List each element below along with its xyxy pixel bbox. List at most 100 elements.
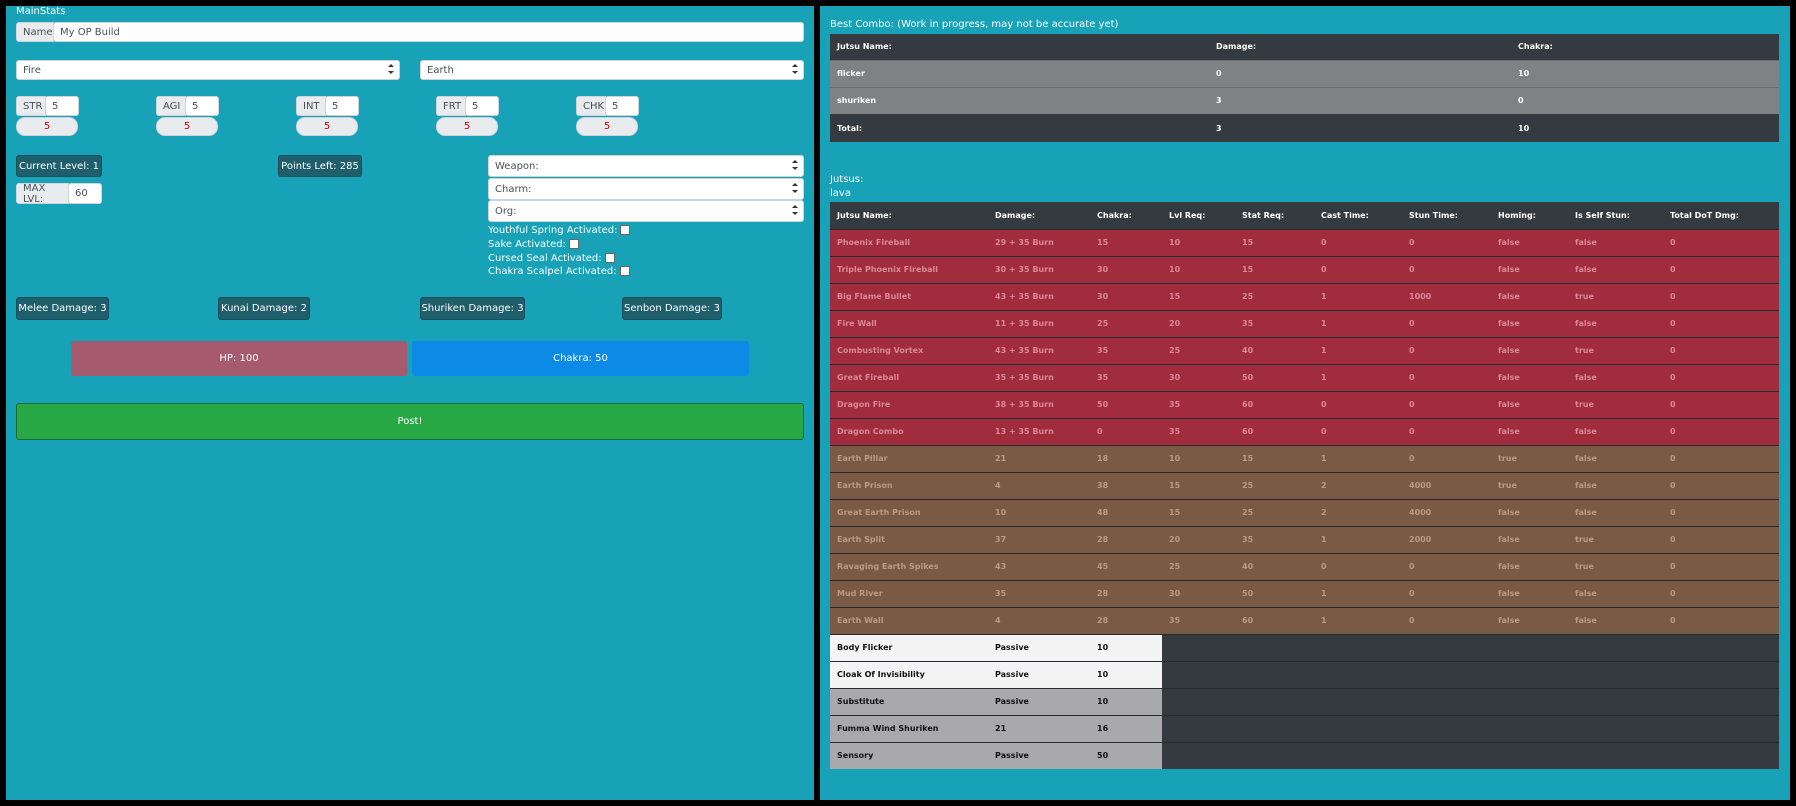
jutsu-cell: false <box>1568 229 1663 256</box>
jutsu-row: Fire Wall 11 + 35 Burn 25 20 35 1 0 false false 0 <box>830 310 1779 337</box>
jutsu-cell: Earth Pillar <box>830 445 988 472</box>
header-cell: Homing: <box>1498 210 1536 220</box>
jutsu-cell: 37 <box>988 526 1090 553</box>
damage-badge: Melee Damage: 3 <box>16 297 109 320</box>
jutsu-row: Body Flicker Passive 10 <box>830 634 1779 661</box>
jutsu-cell: 35 <box>1235 526 1314 553</box>
checkbox-row: Sake Activated: <box>488 238 579 250</box>
jutsu-cell: 25 <box>1235 472 1314 499</box>
current-level: Current Level: 1 <box>16 155 102 177</box>
jutsu-cell: Passive <box>988 688 1090 715</box>
checkbox[interactable] <box>604 253 615 263</box>
jutsu-cell: 10 <box>1162 256 1235 283</box>
jutsu-row: Triple Phoenix Fireball 30 + 35 Burn 30 10 1… <box>830 256 1779 283</box>
jutsu-cell: 1 <box>1314 310 1402 337</box>
jutsu-cell: 10 <box>988 499 1090 526</box>
jutsu-cell: 1 <box>1314 337 1402 364</box>
jutsu-cell: 35 <box>1090 337 1162 364</box>
jutsu-cell: 50 <box>1235 364 1314 391</box>
post-button[interactable]: Post! <box>16 403 804 440</box>
jutsu-cell: false <box>1568 364 1663 391</box>
jutsu-cell: true <box>1568 553 1663 580</box>
jutsu-cell: 60 <box>1235 607 1314 634</box>
jutsu-cell: false <box>1491 256 1568 283</box>
jutsu-cell: 15 <box>1090 229 1162 256</box>
name-input[interactable]: My OP Build <box>53 22 804 42</box>
header-cell: Chakra: <box>1097 210 1132 220</box>
jutsu-cell: 0 <box>1663 472 1779 499</box>
jutsu-cell: Substitute <box>830 688 988 715</box>
jutsu-cell: 30 <box>1090 283 1162 310</box>
jutsu-cell: false <box>1491 526 1568 553</box>
jutsu-cell: false <box>1568 256 1663 283</box>
jutsu-row: Dragon Combo 13 + 35 Burn 0 35 60 0 0 false fals… <box>830 418 1779 445</box>
stat-input[interactable]: 5 <box>605 96 639 116</box>
max-lvl-input[interactable]: 60 <box>68 183 102 204</box>
element-select[interactable]: Earth <box>420 60 804 80</box>
jutsu-cell: Body Flicker <box>830 634 988 661</box>
jutsu-cell: Passive <box>988 634 1090 661</box>
jutsu-row: Great Earth Prison 10 48 15 25 2 4000 false fals… <box>830 499 1779 526</box>
jutsu-row: Cloak Of Invisibility Passive 10 <box>830 661 1779 688</box>
combo-row: shuriken 3 0 <box>830 87 1779 114</box>
jutsu-cell: Big Flame Bullet <box>830 283 988 310</box>
jutsu-cell: Fire Wall <box>830 310 988 337</box>
jutsu-cell: false <box>1491 607 1568 634</box>
stat-input[interactable]: 5 <box>185 96 219 116</box>
combo-header-row: Jutsu Name: Damage: Chakra: <box>830 34 1779 60</box>
jutsu-row: Substitute Passive 10 <box>830 688 1779 715</box>
combo-cell: 0 <box>1216 69 1222 78</box>
jutsu-cell: Earth Split <box>830 526 988 553</box>
gear-select[interactable]: Charm: <box>488 178 804 200</box>
total-cell: 10 <box>1518 123 1530 133</box>
jutsu-cell: 18 <box>1090 445 1162 472</box>
checkbox[interactable] <box>619 266 630 276</box>
jutsu-row: Fumma Wind Shuriken 21 16 <box>830 715 1779 742</box>
header-cell: Chakra: <box>1518 42 1553 52</box>
jutsu-cell: Sensory <box>830 742 988 769</box>
stat-label: AGI <box>156 96 186 116</box>
jutsu-row: Great Fireball 35 + 35 Burn 35 30 50 1 0 false f… <box>830 364 1779 391</box>
stat-input[interactable]: 5 <box>45 96 79 116</box>
jutsu-cell: 25 <box>1162 553 1235 580</box>
stat-input[interactable]: 5 <box>465 96 499 116</box>
jutsu-cell: 10 <box>1162 229 1235 256</box>
jutsu-cell: 0 <box>1402 607 1491 634</box>
total-cell: Total: <box>837 123 863 133</box>
gear-select[interactable]: Weapon: <box>488 155 804 177</box>
jutsu-cell: 0 <box>1663 310 1779 337</box>
jutsu-cell: 30 <box>1090 256 1162 283</box>
checkbox-label: Chakra Scalpel Activated: <box>488 265 617 277</box>
jutsu-row: Earth Prison 4 38 15 25 2 4000 true false 0 <box>830 472 1779 499</box>
jutsu-cell: 21 <box>988 715 1090 742</box>
jutsu-cell: 10 <box>1090 634 1162 661</box>
jutsu-cell: 4 <box>988 607 1090 634</box>
jutsu-cell: 28 <box>1090 607 1162 634</box>
stat-label: STR <box>16 96 46 116</box>
jutsu-cell: Passive <box>988 742 1090 769</box>
jutsu-header-row: Jutsu Name: Damage: Chakra: Lvl Req: Stat Re… <box>830 202 1779 229</box>
jutsu-cell: 0 <box>1402 364 1491 391</box>
jutsu-cell: false <box>1568 472 1663 499</box>
jutsu-cell: 0 <box>1663 499 1779 526</box>
element-select[interactable]: Fire <box>16 60 400 80</box>
checkbox[interactable] <box>568 239 579 249</box>
gear-select[interactable]: Org: <box>488 200 804 222</box>
jutsu-cell: false <box>1491 499 1568 526</box>
jutsu-cell: 40 <box>1235 337 1314 364</box>
header-cell: Stat Req: <box>1242 210 1285 220</box>
jutsu-cell: 0 <box>1663 607 1779 634</box>
jutsu-cell: 10 <box>1090 688 1162 715</box>
combo-cell: 10 <box>1518 69 1530 78</box>
jutsu-cell: 0 <box>1402 553 1491 580</box>
jutsu-table: Jutsu Name: Damage: Chakra: Lvl Req: Stat Re… <box>830 202 1779 769</box>
combo-cell: shuriken <box>837 96 877 106</box>
jutsu-cell: 35 <box>1162 607 1235 634</box>
jutsu-cell: 43 <box>988 553 1090 580</box>
combo-cell: 3 <box>1216 96 1222 106</box>
checkbox-row: Chakra Scalpel Activated: <box>488 265 630 277</box>
jutsu-cell: Triple Phoenix Fireball <box>830 256 988 283</box>
stat-input[interactable]: 5 <box>325 96 359 116</box>
checkbox[interactable] <box>620 225 631 235</box>
